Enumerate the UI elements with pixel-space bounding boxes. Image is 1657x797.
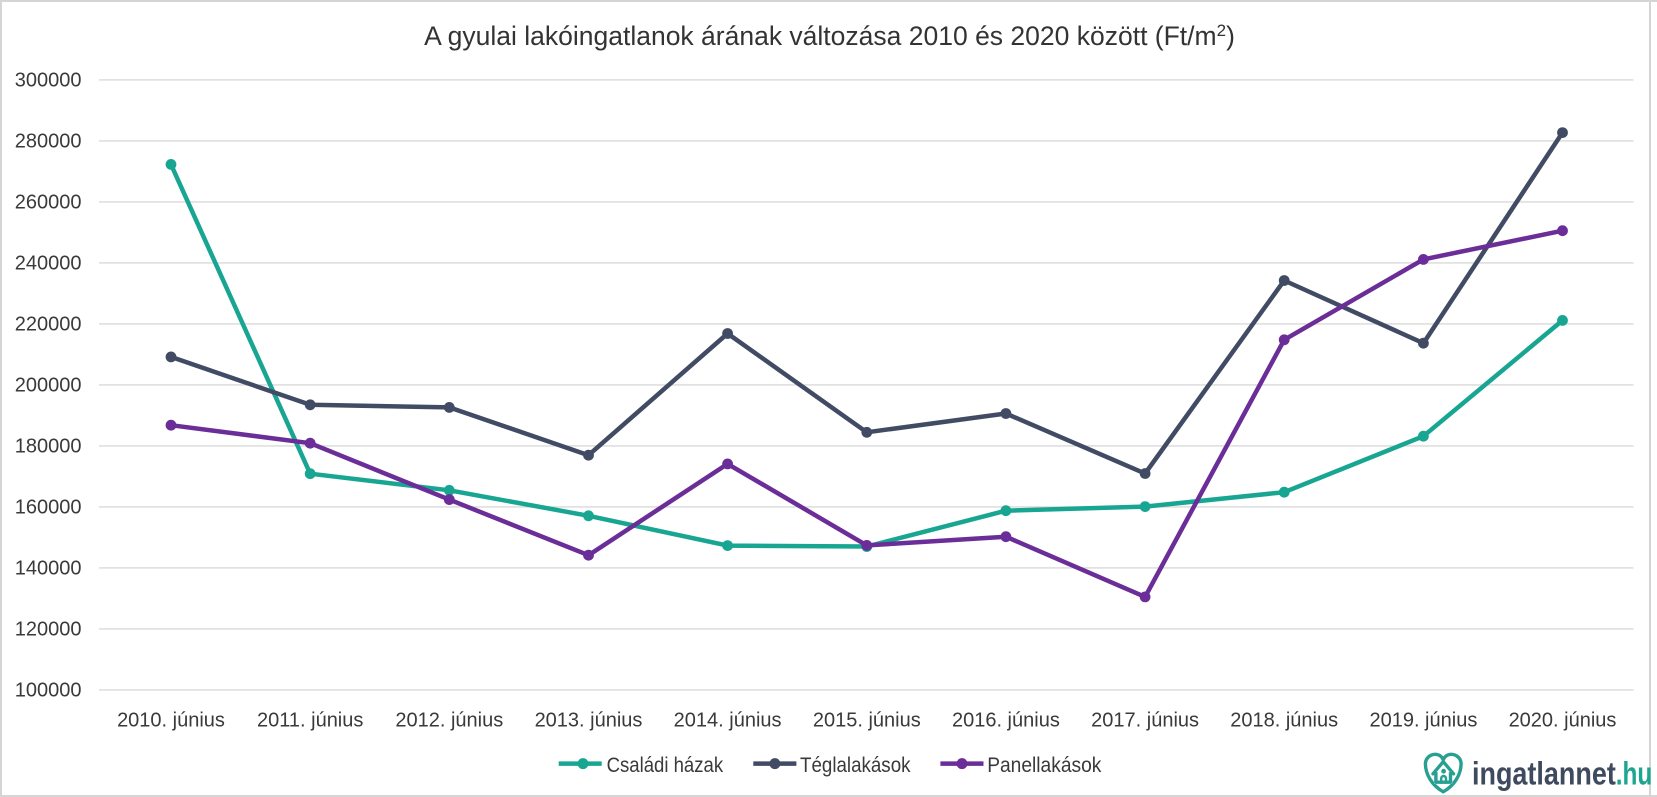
svg-text:2020. június: 2020. június xyxy=(1509,710,1617,732)
svg-text:240000: 240000 xyxy=(15,252,82,274)
svg-text:2016. június: 2016. június xyxy=(952,710,1060,732)
svg-text:Panellakások: Panellakások xyxy=(987,753,1101,777)
svg-text:2013. június: 2013. június xyxy=(535,710,643,732)
svg-text:160000: 160000 xyxy=(15,496,82,518)
svg-text:220000: 220000 xyxy=(15,313,82,335)
svg-text:2018. június: 2018. június xyxy=(1230,710,1338,732)
svg-text:100000: 100000 xyxy=(15,679,82,701)
svg-text:2014. június: 2014. június xyxy=(674,710,782,732)
svg-text:2015. június: 2015. június xyxy=(813,710,921,732)
svg-text:2010. június: 2010. június xyxy=(117,710,225,732)
svg-text:A gyulai lakóingatlanok árának: A gyulai lakóingatlanok árának változása… xyxy=(424,21,1235,51)
svg-text:2012. június: 2012. június xyxy=(395,710,503,732)
svg-text:2019. június: 2019. június xyxy=(1369,710,1477,732)
svg-text:180000: 180000 xyxy=(15,435,82,457)
svg-text:200000: 200000 xyxy=(15,374,82,396)
svg-text:300000: 300000 xyxy=(15,69,82,91)
svg-text:2017. június: 2017. június xyxy=(1091,710,1199,732)
svg-text:140000: 140000 xyxy=(15,557,82,579)
svg-text:2011. június: 2011. június xyxy=(257,710,363,732)
svg-text:280000: 280000 xyxy=(15,130,82,152)
svg-text:260000: 260000 xyxy=(15,191,82,213)
svg-text:Téglalakások: Téglalakások xyxy=(800,753,911,777)
svg-text:Családi házak: Családi házak xyxy=(607,753,724,777)
svg-text:ingatlannet.hu: ingatlannet.hu xyxy=(1472,755,1652,791)
svg-text:120000: 120000 xyxy=(15,618,82,640)
